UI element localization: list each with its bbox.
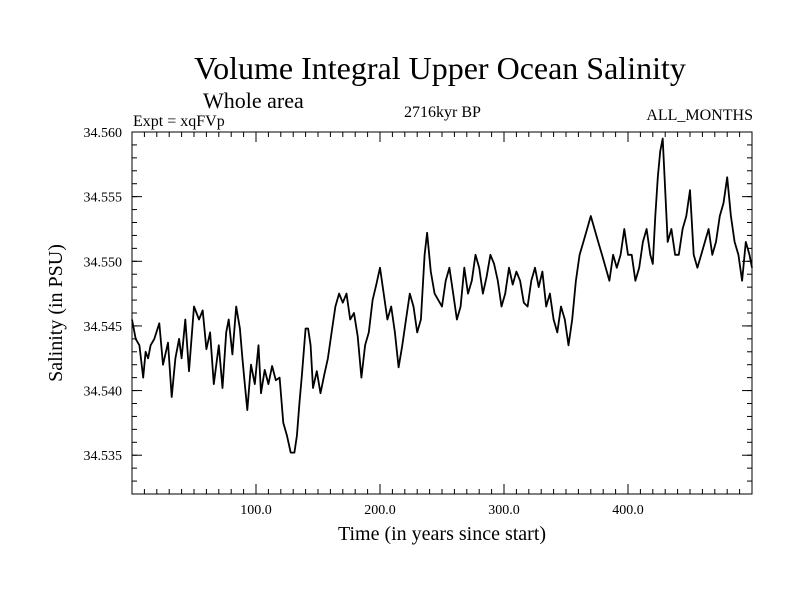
experiment-label: Expt = xqFVp (133, 113, 225, 130)
x-tick-label: 400.0 (612, 503, 644, 518)
chart-subtitle: Whole area (203, 88, 304, 113)
plot-frame (131, 131, 753, 495)
y-tick-label: 34.555 (84, 191, 123, 206)
y-axis-title: Salinity (in PSU) (45, 244, 67, 382)
x-tick-label: 100.0 (240, 503, 272, 518)
y-tick-label: 34.560 (84, 126, 123, 141)
chart-title: Volume Integral Upper Ocean Salinity (194, 50, 686, 86)
y-axis: 34.535 34.540 34.545 34.550 34.555 34.560 (84, 126, 752, 495)
season-label: ALL_MONTHS (646, 107, 753, 124)
x-axis: 100.0 200.0 300.0 400.0 (143, 132, 741, 518)
y-tick-label: 34.540 (84, 385, 123, 400)
x-axis-title: Time (in years since start) (338, 523, 546, 545)
x-tick-label: 300.0 (488, 503, 520, 518)
x-tick-label: 200.0 (364, 503, 396, 518)
y-tick-label: 34.550 (84, 255, 123, 270)
y-tick-label: 34.545 (84, 320, 123, 335)
y-tick-label: 34.535 (84, 449, 123, 464)
date-label: 2716kyr BP (404, 104, 481, 121)
salinity-series-line (131, 137, 753, 454)
